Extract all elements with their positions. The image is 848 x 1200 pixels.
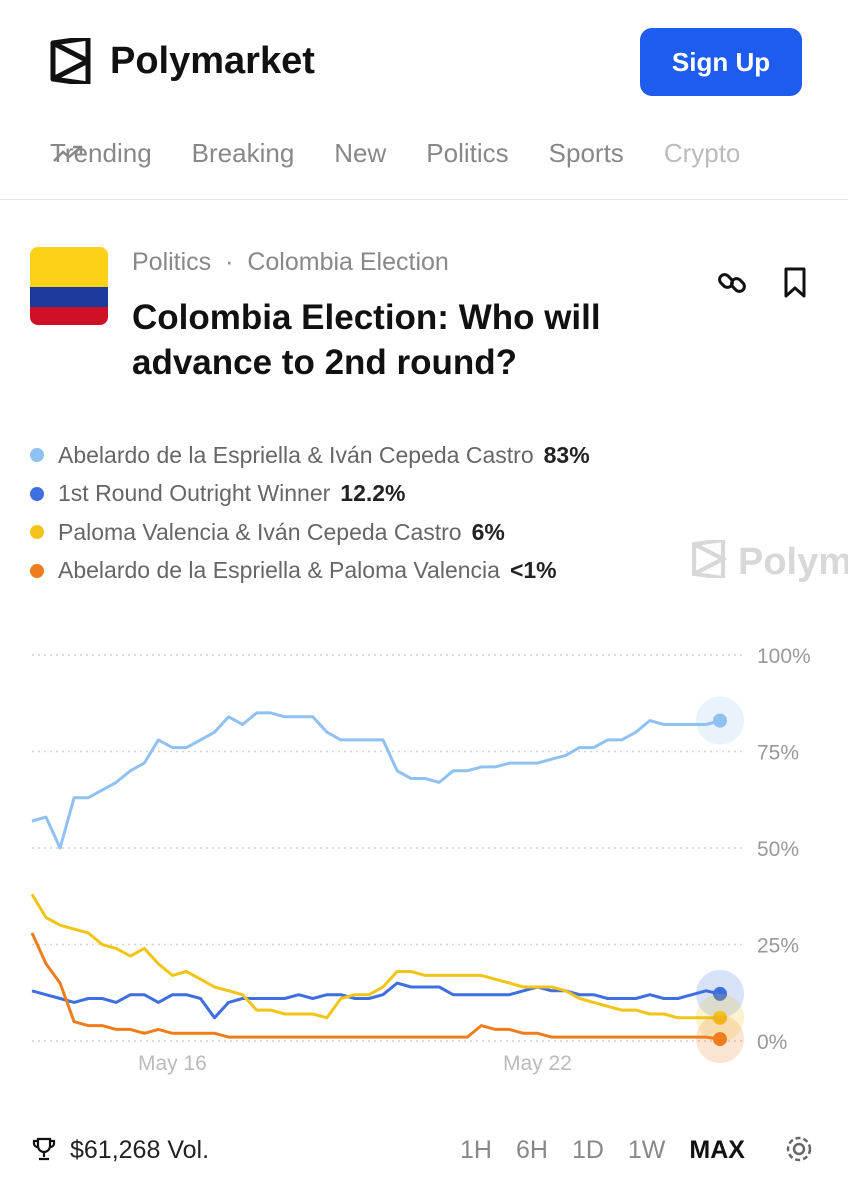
legend: Abelardo de la Espriella & Iván Cepeda C… <box>30 436 590 590</box>
brand: Polymarket <box>110 40 315 82</box>
legend-dot <box>30 525 44 540</box>
legend-item: Paloma Valencia & Iván Cepeda Castro 6% <box>30 513 590 552</box>
legend-dot <box>30 486 44 501</box>
volume: $61,268 Vol. <box>70 1136 210 1164</box>
nav: Trending Breaking New Politics Sports Crypto <box>50 138 820 169</box>
separator: · <box>225 248 234 276</box>
series-line <box>31 981 721 1020</box>
market-title: Colombia Election: Who will advance to 2… <box>132 298 601 382</box>
sign-up-button[interactable]: Sign Up <box>640 28 802 96</box>
x-tick-label: May 22 <box>503 1052 572 1075</box>
x-tick-label: May 16 <box>138 1052 207 1075</box>
range-button[interactable]: 1H <box>460 1136 492 1164</box>
legend-value: 83% <box>543 441 590 468</box>
legend-dot <box>30 448 44 463</box>
nav-item[interactable]: Sports <box>548 138 624 168</box>
legend-name: Paloma Valencia & Iván Cepeda Castro <box>58 518 462 545</box>
y-tick-label: 75% <box>757 742 799 765</box>
legend-name: Abelardo de la Espriella & Paloma Valenc… <box>58 557 500 584</box>
legend-item: Abelardo de la Espriella & Iván Cepeda C… <box>30 436 590 475</box>
legend-name: Abelardo de la Espriella & Iván Cepeda C… <box>58 441 534 468</box>
legend-value: 6% <box>471 518 505 545</box>
legend-item: Abelardo de la Espriella & Paloma Valenc… <box>30 552 590 591</box>
trending-icon <box>53 145 83 162</box>
breadcrumb: Politics · Colombia Election <box>132 248 449 277</box>
nav-item[interactable]: New <box>334 138 387 168</box>
series-line <box>30 893 720 1020</box>
series-line <box>30 932 721 1041</box>
y-tick-label: 25% <box>757 935 799 958</box>
y-tick-label: 0% <box>757 1031 787 1054</box>
bookmark-icon[interactable] <box>782 266 810 300</box>
end-dot <box>713 1032 727 1047</box>
nav-item[interactable]: Breaking <box>191 138 295 168</box>
range-selector: 1H 6H 1D 1W MAX <box>460 1136 745 1165</box>
series-line <box>31 711 721 850</box>
link-icon[interactable] <box>716 266 750 300</box>
end-dot <box>713 986 727 1001</box>
flag <box>30 247 108 325</box>
legend-value: 12.2% <box>340 480 406 507</box>
nav-item[interactable]: Crypto <box>663 138 741 168</box>
settings-icon[interactable] <box>784 1134 814 1164</box>
range-button[interactable]: 1W <box>627 1136 666 1164</box>
legend-value: <1% <box>509 557 557 584</box>
nav-item[interactable]: Trending <box>50 138 152 168</box>
legend-name: 1st Round Outright Winner <box>58 480 331 507</box>
watermark-text: Polymarket <box>738 541 848 583</box>
y-tick-label: 100% <box>757 645 811 668</box>
chart: 0% 25% 50% 75% 100% May 16 May 22 <box>30 645 811 1075</box>
trophy-icon <box>32 1137 56 1161</box>
legend-dot <box>30 563 44 578</box>
nav-item[interactable]: Politics <box>426 138 509 168</box>
range-button[interactable]: 6H <box>515 1136 548 1164</box>
category[interactable]: Politics <box>132 248 212 276</box>
range-button[interactable]: MAX <box>689 1136 745 1164</box>
end-dot <box>713 1010 727 1025</box>
y-tick-label: 50% <box>757 838 799 861</box>
legend-item: 1st Round Outright Winner 12.2% <box>30 475 590 514</box>
logo-icon <box>50 38 91 84</box>
subcategory[interactable]: Colombia Election <box>247 248 449 276</box>
watermark: Polymarket <box>690 537 848 584</box>
range-button[interactable]: 1D <box>571 1136 604 1164</box>
end-dot <box>713 713 727 728</box>
divider <box>0 199 848 200</box>
